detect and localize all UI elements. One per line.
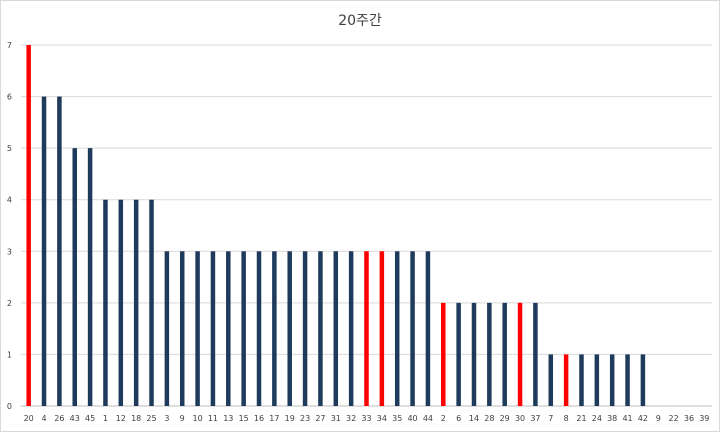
bar-17 (272, 251, 277, 406)
y-tick-label: 6 (7, 93, 12, 102)
x-tick-label: 13 (223, 414, 233, 423)
x-tick-label: 39 (699, 414, 709, 423)
y-tick-label: 1 (7, 350, 12, 359)
x-tick-label: 31 (331, 414, 341, 423)
bar-8 (563, 354, 569, 406)
bar-6 (456, 302, 461, 406)
x-tick-label: 15 (239, 414, 249, 423)
x-tick-label: 22 (669, 414, 679, 423)
bar-45 (87, 148, 93, 406)
x-tick-label: 45 (85, 414, 95, 423)
bar-1 (103, 199, 108, 406)
bar-32 (348, 251, 354, 406)
y-tick-label: 7 (7, 41, 12, 50)
x-tick-label: 3 (164, 414, 169, 423)
bar-34 (379, 251, 385, 406)
bar-25 (149, 199, 154, 406)
bar-27 (318, 251, 323, 406)
bar-41 (625, 354, 630, 406)
x-tick-label: 2 (441, 414, 446, 423)
x-tick-label: 25 (146, 414, 156, 423)
bar-24 (594, 354, 600, 406)
bar-21 (579, 354, 584, 406)
x-tick-label: 9 (656, 414, 661, 423)
x-tick-label: 36 (684, 414, 694, 423)
x-tick-label: 42 (638, 414, 648, 423)
x-tick-label: 14 (469, 414, 479, 423)
bar-15 (241, 251, 246, 406)
bar-38 (609, 354, 615, 406)
bar-19 (287, 251, 292, 406)
bar-14 (471, 302, 477, 406)
x-tick-label: 17 (269, 414, 279, 423)
bar-28 (487, 302, 492, 406)
bar-40 (410, 251, 415, 406)
bar-18 (133, 199, 139, 406)
y-tick-label: 4 (7, 196, 12, 205)
x-tick-label: 8 (564, 414, 569, 423)
x-tick-label: 19 (285, 414, 295, 423)
x-tick-label: 29 (500, 414, 510, 423)
bar-3 (164, 251, 170, 406)
bar-16 (256, 251, 262, 406)
x-tick-label: 24 (592, 414, 602, 423)
bar-4 (41, 96, 47, 406)
bar-10 (195, 251, 200, 406)
bar-13 (226, 251, 231, 406)
bar-43 (72, 148, 77, 406)
x-tick-label: 34 (377, 414, 387, 423)
x-tick-label: 4 (41, 414, 46, 423)
bar-23 (302, 251, 308, 406)
x-tick-label: 10 (192, 414, 202, 423)
bar-37 (533, 302, 538, 406)
bar-33 (364, 251, 369, 406)
x-tick-label: 11 (208, 414, 218, 423)
chart-title: 20주간 (338, 13, 382, 29)
x-tick-label: 30 (515, 414, 525, 423)
x-tick-label: 38 (607, 414, 617, 423)
x-tick-label: 18 (131, 414, 141, 423)
x-tick-label: 21 (576, 414, 586, 423)
x-tick-label: 6 (456, 414, 461, 423)
x-tick-label: 40 (407, 414, 417, 423)
x-tick-label: 28 (484, 414, 494, 423)
y-tick-label: 3 (7, 247, 12, 256)
bar-30 (517, 302, 523, 406)
x-tick-label: 20 (24, 414, 34, 423)
x-tick-label: 32 (346, 414, 356, 423)
x-tick-label: 1 (103, 414, 108, 423)
bar-7 (548, 354, 554, 406)
bar-20 (26, 45, 31, 406)
bar-12 (118, 199, 124, 406)
bar-42 (640, 354, 646, 406)
x-tick-label: 41 (622, 414, 632, 423)
x-tick-label: 7 (548, 414, 553, 423)
x-tick-label: 33 (361, 414, 371, 423)
bar-9 (179, 251, 185, 406)
x-tick-label: 37 (530, 414, 540, 423)
bar-2 (441, 302, 446, 406)
x-tick-label: 44 (423, 414, 433, 423)
x-tick-label: 16 (254, 414, 264, 423)
bar-29 (502, 302, 507, 406)
x-tick-label: 9 (180, 414, 185, 423)
x-tick-label: 43 (70, 414, 80, 423)
x-tick-label: 27 (315, 414, 325, 423)
bar-11 (210, 251, 216, 406)
y-tick-label: 0 (7, 402, 12, 411)
bar-35 (394, 251, 400, 406)
y-tick-label: 5 (7, 144, 12, 153)
bar-31 (333, 251, 339, 406)
bar-44 (425, 251, 431, 406)
x-tick-label: 26 (54, 414, 64, 423)
bar-26 (57, 96, 62, 406)
x-tick-label: 23 (300, 414, 310, 423)
y-tick-label: 2 (7, 299, 12, 308)
x-tick-label: 35 (392, 414, 402, 423)
x-tick-label: 12 (116, 414, 126, 423)
